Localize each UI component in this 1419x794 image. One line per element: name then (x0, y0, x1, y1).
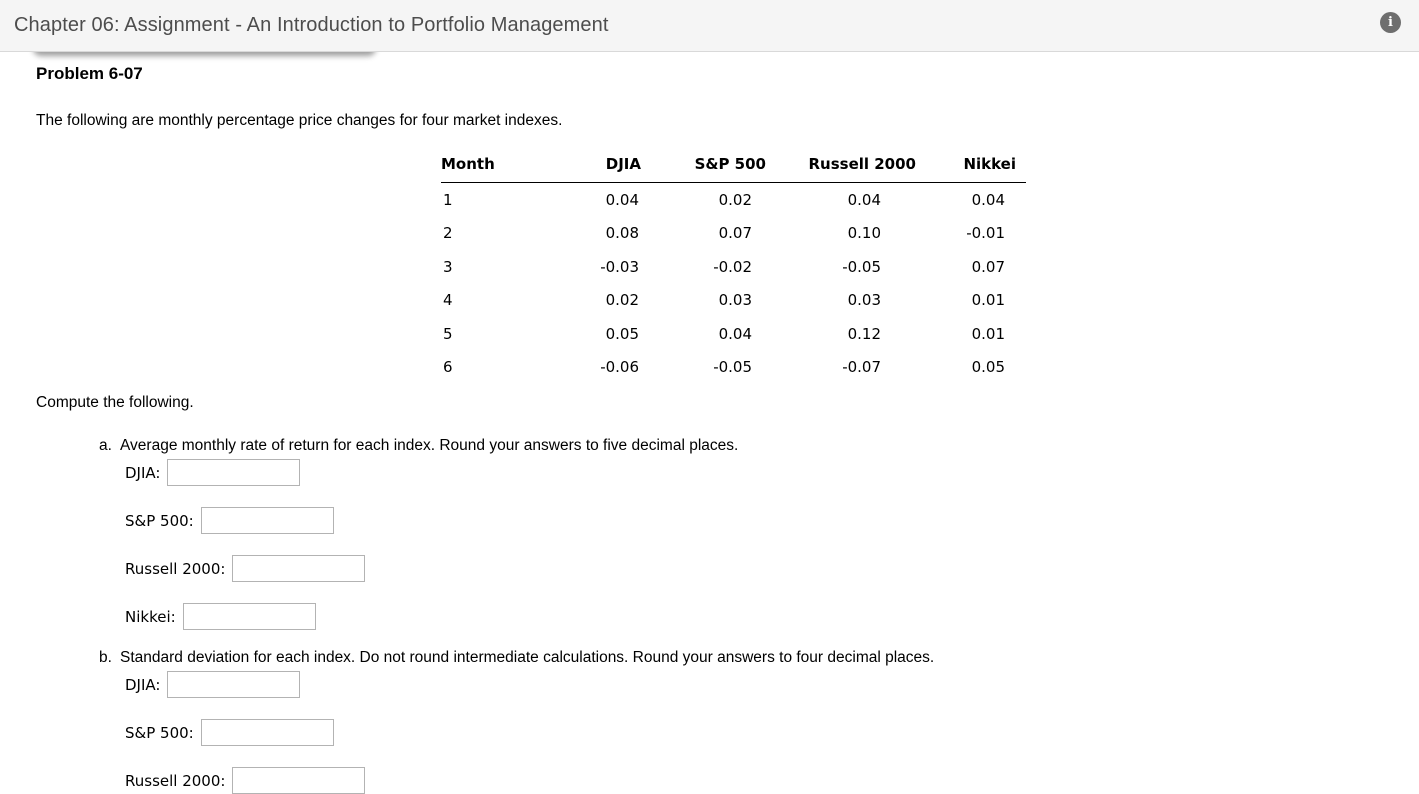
table-cell: 0.04 (605, 190, 639, 209)
table-cell: -0.06 (600, 358, 639, 377)
table-cell: 0.05 (605, 324, 639, 343)
table-cell: -0.03 (600, 257, 639, 276)
problem-title: Problem 6-07 (36, 64, 143, 83)
table-cell: 0.01 (971, 324, 1005, 343)
table-cell: 0.12 (847, 324, 881, 343)
table-cell: -0.05 (842, 257, 881, 276)
answer-label-russell-2000: Russell 2000: (125, 559, 226, 578)
table-cell: 0.02 (718, 190, 752, 209)
info-icon[interactable]: i (1380, 12, 1401, 33)
table-cell: 0.07 (971, 257, 1005, 276)
answer-label-djia: DJIA: (125, 463, 161, 482)
column-header-nikkei: Nikkei (920, 155, 1026, 183)
table-cell: -0.07 (842, 358, 881, 377)
answer-row-a-s-p-500: S&P 500: (125, 507, 1419, 534)
column-header-month: Month (441, 155, 585, 183)
table-cell: 1 (443, 190, 453, 209)
compute-label: Compute the following. (36, 394, 194, 411)
answer-input-a-russell-2000[interactable] (232, 555, 366, 582)
assignment-content: Problem 6-07 The following are monthly p… (0, 52, 1419, 794)
table-cell: 0.07 (718, 224, 752, 243)
answer-label-nikkei: Nikkei: (125, 607, 176, 626)
table-cell: -0.05 (713, 358, 752, 377)
answer-label-djia: DJIA: (125, 675, 161, 694)
table-cell: 0.03 (847, 291, 881, 310)
table-header-row: Month DJIA S&P 500 Russell 2000 Nikkei (441, 155, 1026, 183)
part-b: b. Standard deviation for each index. Do … (99, 648, 1419, 794)
answer-label-s-p-500: S&P 500: (125, 511, 194, 530)
problem-intro: The following are monthly percentage pri… (36, 112, 563, 129)
answer-input-a-nikkei[interactable] (182, 603, 316, 630)
table-row: 5 0.05 0.04 0.12 0.01 (441, 317, 1026, 351)
answer-input-a-djia[interactable] (167, 459, 301, 486)
page-title: Chapter 06: Assignment - An Introduction… (14, 14, 609, 36)
column-header-russell-2000: Russell 2000 (770, 155, 920, 183)
table-cell: 3 (443, 257, 453, 276)
table-cell: -0.01 (966, 224, 1005, 243)
table-cell: 0.10 (847, 224, 881, 243)
answer-row-b-russell-2000: Russell 2000: (125, 767, 1419, 794)
answer-row-b-djia: DJIA: (125, 671, 1419, 698)
answer-row-a-nikkei: Nikkei: (125, 603, 1419, 630)
table-cell: 0.01 (971, 291, 1005, 310)
answer-label-russell-2000: Russell 2000: (125, 771, 226, 790)
app-header: Chapter 06: Assignment - An Introduction… (0, 0, 1419, 52)
part-letter: a. (99, 437, 112, 454)
table-cell: 0.04 (847, 190, 881, 209)
table-cell: -0.02 (713, 257, 752, 276)
table-row: 3 -0.03 -0.02 -0.05 0.07 (441, 250, 1026, 284)
table-cell: 5 (443, 324, 453, 343)
answer-label-s-p-500: S&P 500: (125, 723, 194, 742)
answer-row-a-djia: DJIA: (125, 459, 1419, 486)
part-b-question: b. Standard deviation for each index. Do … (99, 648, 1419, 667)
table-cell: 0.05 (971, 358, 1005, 377)
answer-row-b-s-p-500: S&P 500: (125, 719, 1419, 746)
column-header-s-p-500: S&P 500 (645, 155, 770, 183)
answer-input-b-s-p-500[interactable] (200, 719, 334, 746)
column-header-djia: DJIA (585, 155, 645, 183)
table-row: 6 -0.06 -0.05 -0.07 0.05 (441, 351, 1026, 385)
table-cell: 0.04 (971, 190, 1005, 209)
table-row: 4 0.02 0.03 0.03 0.01 (441, 284, 1026, 318)
part-letter: b. (99, 649, 112, 666)
table-cell: 2 (443, 224, 453, 243)
answer-row-a-russell-2000: Russell 2000: (125, 555, 1419, 582)
table-cell: 0.08 (605, 224, 639, 243)
table-row: 1 0.04 0.02 0.04 0.04 (441, 183, 1026, 217)
table-cell: 6 (443, 358, 453, 377)
table-cell: 0.02 (605, 291, 639, 310)
part-question-text: Average monthly rate of return for each … (120, 437, 739, 454)
answer-input-b-djia[interactable] (167, 671, 301, 698)
table-cell: 0.04 (718, 324, 752, 343)
price-changes-table: Month DJIA S&P 500 Russell 2000 Nikkei 1 0.04… (441, 155, 1026, 384)
question-parts: a. Average monthly rate of return for eac… (36, 436, 1419, 794)
part-question-text: Standard deviation for each index. Do no… (120, 649, 935, 666)
answer-input-a-s-p-500[interactable] (200, 507, 334, 534)
part-a: a. Average monthly rate of return for eac… (99, 436, 1419, 630)
answer-input-b-russell-2000[interactable] (232, 767, 366, 794)
part-a-question: a. Average monthly rate of return for eac… (99, 436, 1419, 455)
table-cell: 0.03 (718, 291, 752, 310)
table-cell: 4 (443, 291, 453, 310)
table-row: 2 0.08 0.07 0.10 -0.01 (441, 217, 1026, 251)
